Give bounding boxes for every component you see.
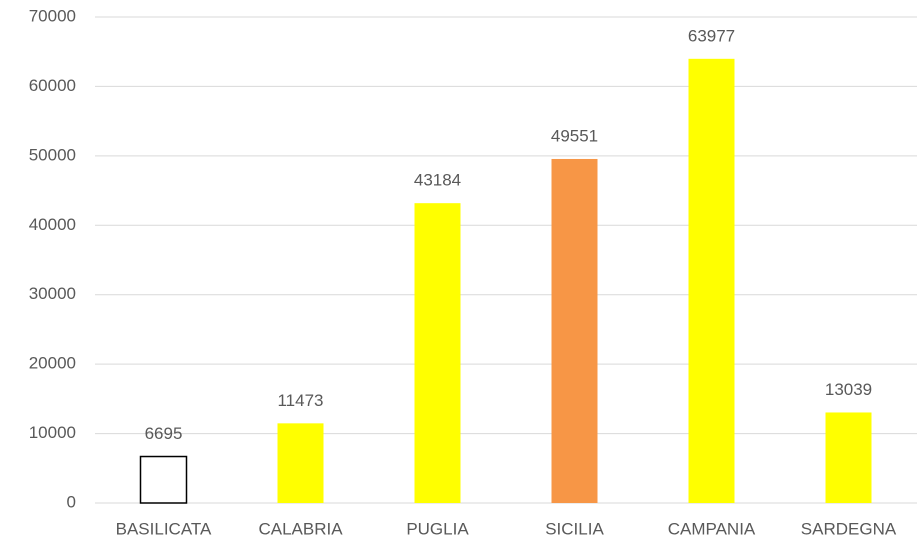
y-tick-label: 70000 [29,6,76,25]
x-tick-label: SARDEGNA [801,519,897,538]
x-tick-label: CALABRIA [258,519,343,538]
y-tick-label: 10000 [29,423,76,442]
bar [277,423,324,503]
y-tick-label: 50000 [29,145,76,164]
y-tick-label: 30000 [29,284,76,303]
y-tick-label: 40000 [29,215,76,234]
bar [414,203,461,503]
data-label: 43184 [414,171,461,190]
x-tick-label: SICILIA [545,519,604,538]
x-tick-label: CAMPANIA [668,519,756,538]
bar [139,455,188,504]
x-tick-label: PUGLIA [406,519,469,538]
y-tick-label: 0 [67,492,76,511]
bar [688,58,735,503]
data-label: 13039 [825,380,872,399]
x-tick-label: BASILICATA [116,519,212,538]
data-label: 49551 [551,126,598,145]
bar [551,158,598,503]
data-label: 6695 [145,424,183,443]
y-tick-label: 60000 [29,76,76,95]
data-label: 63977 [688,26,735,45]
bar [825,412,872,503]
y-tick-label: 20000 [29,354,76,373]
data-label: 11473 [277,391,323,410]
